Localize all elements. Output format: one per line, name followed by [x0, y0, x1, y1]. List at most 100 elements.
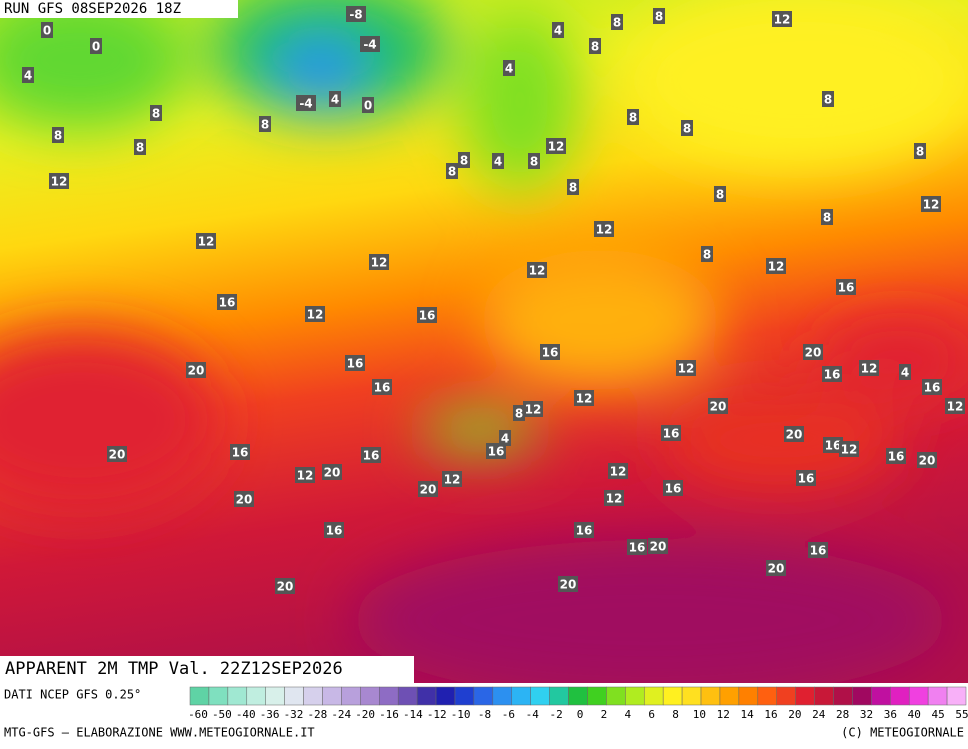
label-box	[558, 576, 578, 592]
legend-tick: 4	[624, 708, 631, 721]
legend-tick: -50	[212, 708, 232, 721]
contour-label: 16	[488, 445, 505, 459]
contour-label: 12	[297, 469, 314, 483]
label-box	[574, 522, 594, 538]
legend-swatch	[265, 686, 285, 706]
legend-tick: -24	[331, 708, 351, 721]
label-box	[567, 179, 579, 195]
contour-label: 4	[494, 155, 502, 169]
legend-tick: -6	[502, 708, 515, 721]
legend-tick: -40	[236, 708, 256, 721]
run-text: RUN GFS 08SEP2026 18Z	[4, 1, 181, 17]
label-box	[458, 152, 470, 168]
legend-tick: 12	[717, 708, 730, 721]
legend-swatch	[852, 686, 872, 706]
label-box	[134, 139, 146, 155]
contour-label: 16	[798, 472, 815, 486]
label-box	[604, 490, 624, 506]
contour-label: 8	[629, 111, 637, 125]
contour-label: 20	[786, 428, 803, 442]
contour-label: 4	[554, 24, 562, 38]
contour-label: 12	[371, 256, 388, 270]
legend-tick: -16	[379, 708, 399, 721]
legend-tick: 32	[860, 708, 873, 721]
label-box	[917, 452, 937, 468]
legend-tick: 36	[884, 708, 897, 721]
contour-label: 20	[919, 454, 936, 468]
label-box	[150, 105, 162, 121]
contour-label: 0	[364, 99, 372, 113]
legend-swatch	[397, 686, 418, 706]
contour-label: 16	[374, 381, 391, 395]
legend-tick: 14	[741, 708, 755, 721]
legend-swatch	[189, 686, 210, 706]
label-box	[540, 344, 560, 360]
contour-label: 8	[152, 107, 160, 121]
label-box	[772, 11, 792, 27]
label-box	[822, 91, 834, 107]
contour-label: 16	[838, 281, 855, 295]
contour-label: 16	[576, 524, 593, 538]
contour-label: 8	[703, 248, 711, 262]
contour-label: 12	[610, 465, 627, 479]
contour-label: 20	[805, 346, 822, 360]
label-box	[486, 443, 506, 459]
label-box	[527, 262, 547, 278]
contour-label: 20	[324, 466, 341, 480]
contour-label: 4	[505, 62, 513, 76]
contour-label: -8	[349, 8, 362, 22]
label-box	[627, 539, 647, 555]
contour-label: 20	[768, 562, 785, 576]
legend-tick: 16	[764, 708, 777, 721]
label-box	[886, 448, 906, 464]
contour-label: 20	[277, 580, 294, 594]
legend-swatch	[303, 686, 323, 706]
label-box	[107, 446, 127, 462]
contour-label: 20	[236, 493, 253, 507]
contour-label: 16	[663, 427, 680, 441]
legend-swatch	[719, 686, 740, 706]
contour-label: -4	[363, 38, 376, 52]
legend-swatch	[871, 686, 891, 706]
contour-label: 4	[331, 93, 339, 107]
label-box	[417, 307, 437, 323]
legend-swatch	[322, 686, 342, 706]
label-box	[90, 38, 102, 54]
contour-label: 16	[665, 482, 682, 496]
label-box	[594, 221, 614, 237]
legend-swatch	[662, 686, 683, 706]
contour-label: 12	[51, 175, 68, 189]
contour-label: 20	[188, 364, 205, 378]
label-box	[701, 246, 713, 262]
contour-label: 4	[901, 366, 909, 380]
label-box	[234, 491, 254, 507]
contour-label: 16	[825, 439, 842, 453]
contour-label: 12	[444, 473, 461, 487]
legend-swatch	[473, 686, 494, 706]
legend-swatch	[681, 686, 702, 706]
label-box	[899, 364, 911, 380]
contour-label: 8	[515, 407, 523, 421]
label-box	[823, 437, 843, 453]
label-box	[446, 163, 458, 179]
contour-label: 8	[530, 155, 538, 169]
label-box	[360, 36, 380, 52]
label-box	[513, 405, 525, 421]
contour-label: 12	[841, 443, 858, 457]
legend-swatch	[890, 686, 910, 706]
legend-tick: 55	[955, 708, 968, 721]
contour-label: 8	[569, 181, 577, 195]
legend-swatch	[530, 686, 550, 706]
label-box	[196, 233, 216, 249]
contour-label: 8	[54, 129, 62, 143]
label-box	[186, 362, 206, 378]
legend-swatch	[833, 686, 853, 706]
contour-label: 8	[683, 122, 691, 136]
label-box	[52, 127, 64, 143]
label-box	[295, 467, 315, 483]
legend-swatch	[379, 686, 399, 706]
legend-swatch	[795, 686, 815, 706]
label-box	[803, 344, 823, 360]
